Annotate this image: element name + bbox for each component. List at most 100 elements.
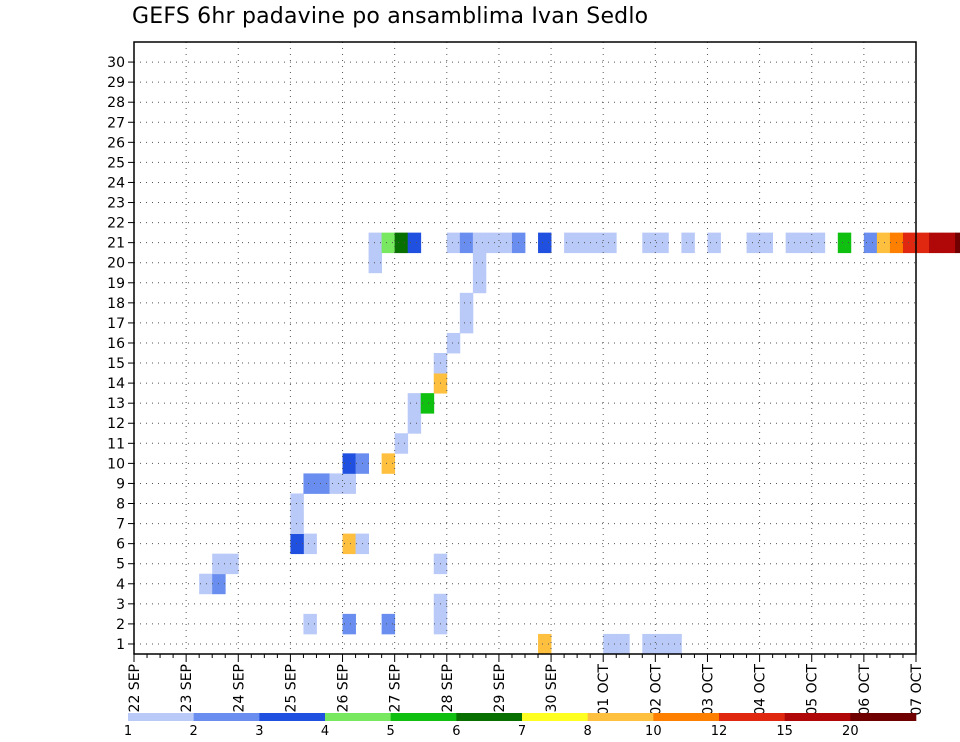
heatmap-cell bbox=[485, 232, 500, 254]
heatmap-cell bbox=[290, 533, 304, 555]
colorbar-label: 12 bbox=[711, 724, 728, 739]
x-tick-label: 30 SEP bbox=[544, 664, 560, 712]
y-tick-label: 10 bbox=[107, 456, 125, 472]
y-tick-label: 4 bbox=[116, 577, 125, 593]
y-tick-label: 13 bbox=[107, 396, 125, 412]
heatmap-cell bbox=[459, 312, 474, 334]
heatmap-cell bbox=[564, 232, 578, 254]
heatmap-cell bbox=[290, 493, 304, 514]
heatmap-cell bbox=[316, 473, 330, 494]
heatmap-cell bbox=[446, 332, 461, 354]
heatmap-cell bbox=[342, 613, 356, 635]
colorbar-swatch bbox=[390, 713, 457, 721]
y-tick-label: 22 bbox=[107, 216, 125, 232]
heatmap-cell bbox=[381, 232, 396, 254]
x-tick-label: 02 OCT bbox=[648, 664, 664, 716]
x-tick-label: 23 SEP bbox=[179, 664, 195, 712]
heatmap-cell bbox=[759, 232, 774, 254]
heatmap-cell bbox=[303, 533, 317, 555]
x-tick-label: 26 SEP bbox=[336, 664, 352, 712]
heatmap-cell bbox=[902, 232, 917, 254]
x-tick-label: 03 OCT bbox=[700, 664, 716, 716]
colorbar-swatch bbox=[587, 713, 654, 721]
y-tick-label: 28 bbox=[107, 95, 125, 111]
heatmap-cell bbox=[577, 232, 591, 254]
y-tick-label: 1 bbox=[116, 637, 125, 653]
heatmap-cell bbox=[459, 292, 474, 314]
heatmap-cell bbox=[642, 232, 656, 254]
y-tick-label: 25 bbox=[107, 155, 125, 171]
y-tick-label: 14 bbox=[107, 376, 125, 392]
heatmap-cell bbox=[472, 232, 487, 254]
heatmap-cell bbox=[394, 232, 409, 254]
heatmap-cell bbox=[746, 232, 760, 254]
chart-title: GEFS 6hr padavine po ansamblima Ivan Sed… bbox=[132, 4, 649, 29]
heatmap-cell bbox=[303, 473, 317, 494]
colorbar-swatch bbox=[850, 713, 917, 721]
x-tick-label: 06 OCT bbox=[857, 664, 873, 716]
heatmap-cell bbox=[955, 232, 960, 254]
y-tick-label: 2 bbox=[116, 617, 125, 633]
heatmap-cell bbox=[863, 232, 878, 254]
heatmap-cell bbox=[798, 232, 813, 254]
heatmap-cell bbox=[381, 453, 396, 474]
heatmap-cell bbox=[446, 232, 461, 254]
heatmap-cell bbox=[837, 232, 852, 254]
heatmap-cell bbox=[342, 533, 356, 555]
heatmap-cell bbox=[668, 633, 682, 655]
colorbar-swatch bbox=[193, 713, 260, 721]
plot-frame bbox=[133, 41, 917, 655]
x-tick-label: 07 OCT bbox=[909, 664, 925, 716]
heatmap-cell bbox=[707, 232, 721, 254]
colorbar-label: 15 bbox=[776, 724, 793, 739]
heatmap-cell bbox=[303, 613, 317, 635]
x-tick-label: 05 OCT bbox=[805, 664, 821, 716]
heatmap-cell bbox=[929, 232, 943, 254]
heatmap-cell bbox=[472, 252, 487, 274]
heatmap-cell bbox=[368, 232, 383, 254]
x-tick-label: 22 SEP bbox=[127, 664, 143, 712]
colorbar-swatch bbox=[325, 713, 391, 721]
colorbar: 1 2 3 4 5 6 7 8 10 12 15 20 bbox=[124, 713, 917, 739]
y-tick-label: 3 bbox=[116, 597, 125, 613]
heatmap-cell bbox=[381, 613, 396, 635]
heatmap-cell bbox=[342, 453, 356, 474]
heatmap-cell bbox=[616, 633, 630, 655]
heatmap-cell bbox=[342, 473, 356, 494]
heatmap-cell bbox=[538, 633, 552, 655]
y-axis: 1234567891011121314151617181920212223242… bbox=[107, 55, 134, 653]
colorbar-swatch bbox=[456, 713, 523, 721]
y-tick-label: 6 bbox=[116, 537, 125, 553]
heatmap-cell bbox=[459, 232, 474, 254]
heatmap-cell bbox=[603, 633, 617, 655]
heatmap-cell bbox=[407, 393, 422, 414]
heatmap-cell bbox=[472, 272, 487, 294]
y-tick-label: 8 bbox=[116, 497, 125, 513]
heatmap-cell bbox=[942, 232, 956, 254]
x-tick-label: 25 SEP bbox=[283, 664, 299, 712]
heatmap-cell bbox=[916, 232, 930, 254]
heatmap-cell bbox=[420, 393, 435, 414]
colorbar-label: 4 bbox=[321, 724, 329, 739]
heatmap-cell bbox=[876, 232, 891, 254]
heatmap-cell bbox=[785, 232, 800, 254]
heatmap-cell bbox=[394, 433, 409, 454]
heatmap-cell bbox=[642, 633, 656, 655]
colorbar-swatch bbox=[128, 713, 194, 721]
heatmap-cell bbox=[538, 232, 552, 254]
y-tick-label: 15 bbox=[107, 356, 125, 372]
y-tick-label: 30 bbox=[107, 55, 125, 71]
heatmap-cells bbox=[199, 232, 960, 655]
y-tick-label: 11 bbox=[107, 436, 125, 452]
y-tick-label: 23 bbox=[107, 196, 125, 212]
y-tick-label: 24 bbox=[107, 175, 125, 191]
heatmap-cell bbox=[407, 232, 422, 254]
y-tick-label: 12 bbox=[107, 416, 125, 432]
heatmap-cell bbox=[290, 513, 304, 535]
y-tick-label: 5 bbox=[116, 557, 125, 573]
colorbar-label: 1 bbox=[124, 724, 132, 739]
y-tick-label: 18 bbox=[107, 296, 125, 312]
heatmap-cell bbox=[199, 573, 213, 595]
y-tick-label: 19 bbox=[107, 276, 125, 292]
